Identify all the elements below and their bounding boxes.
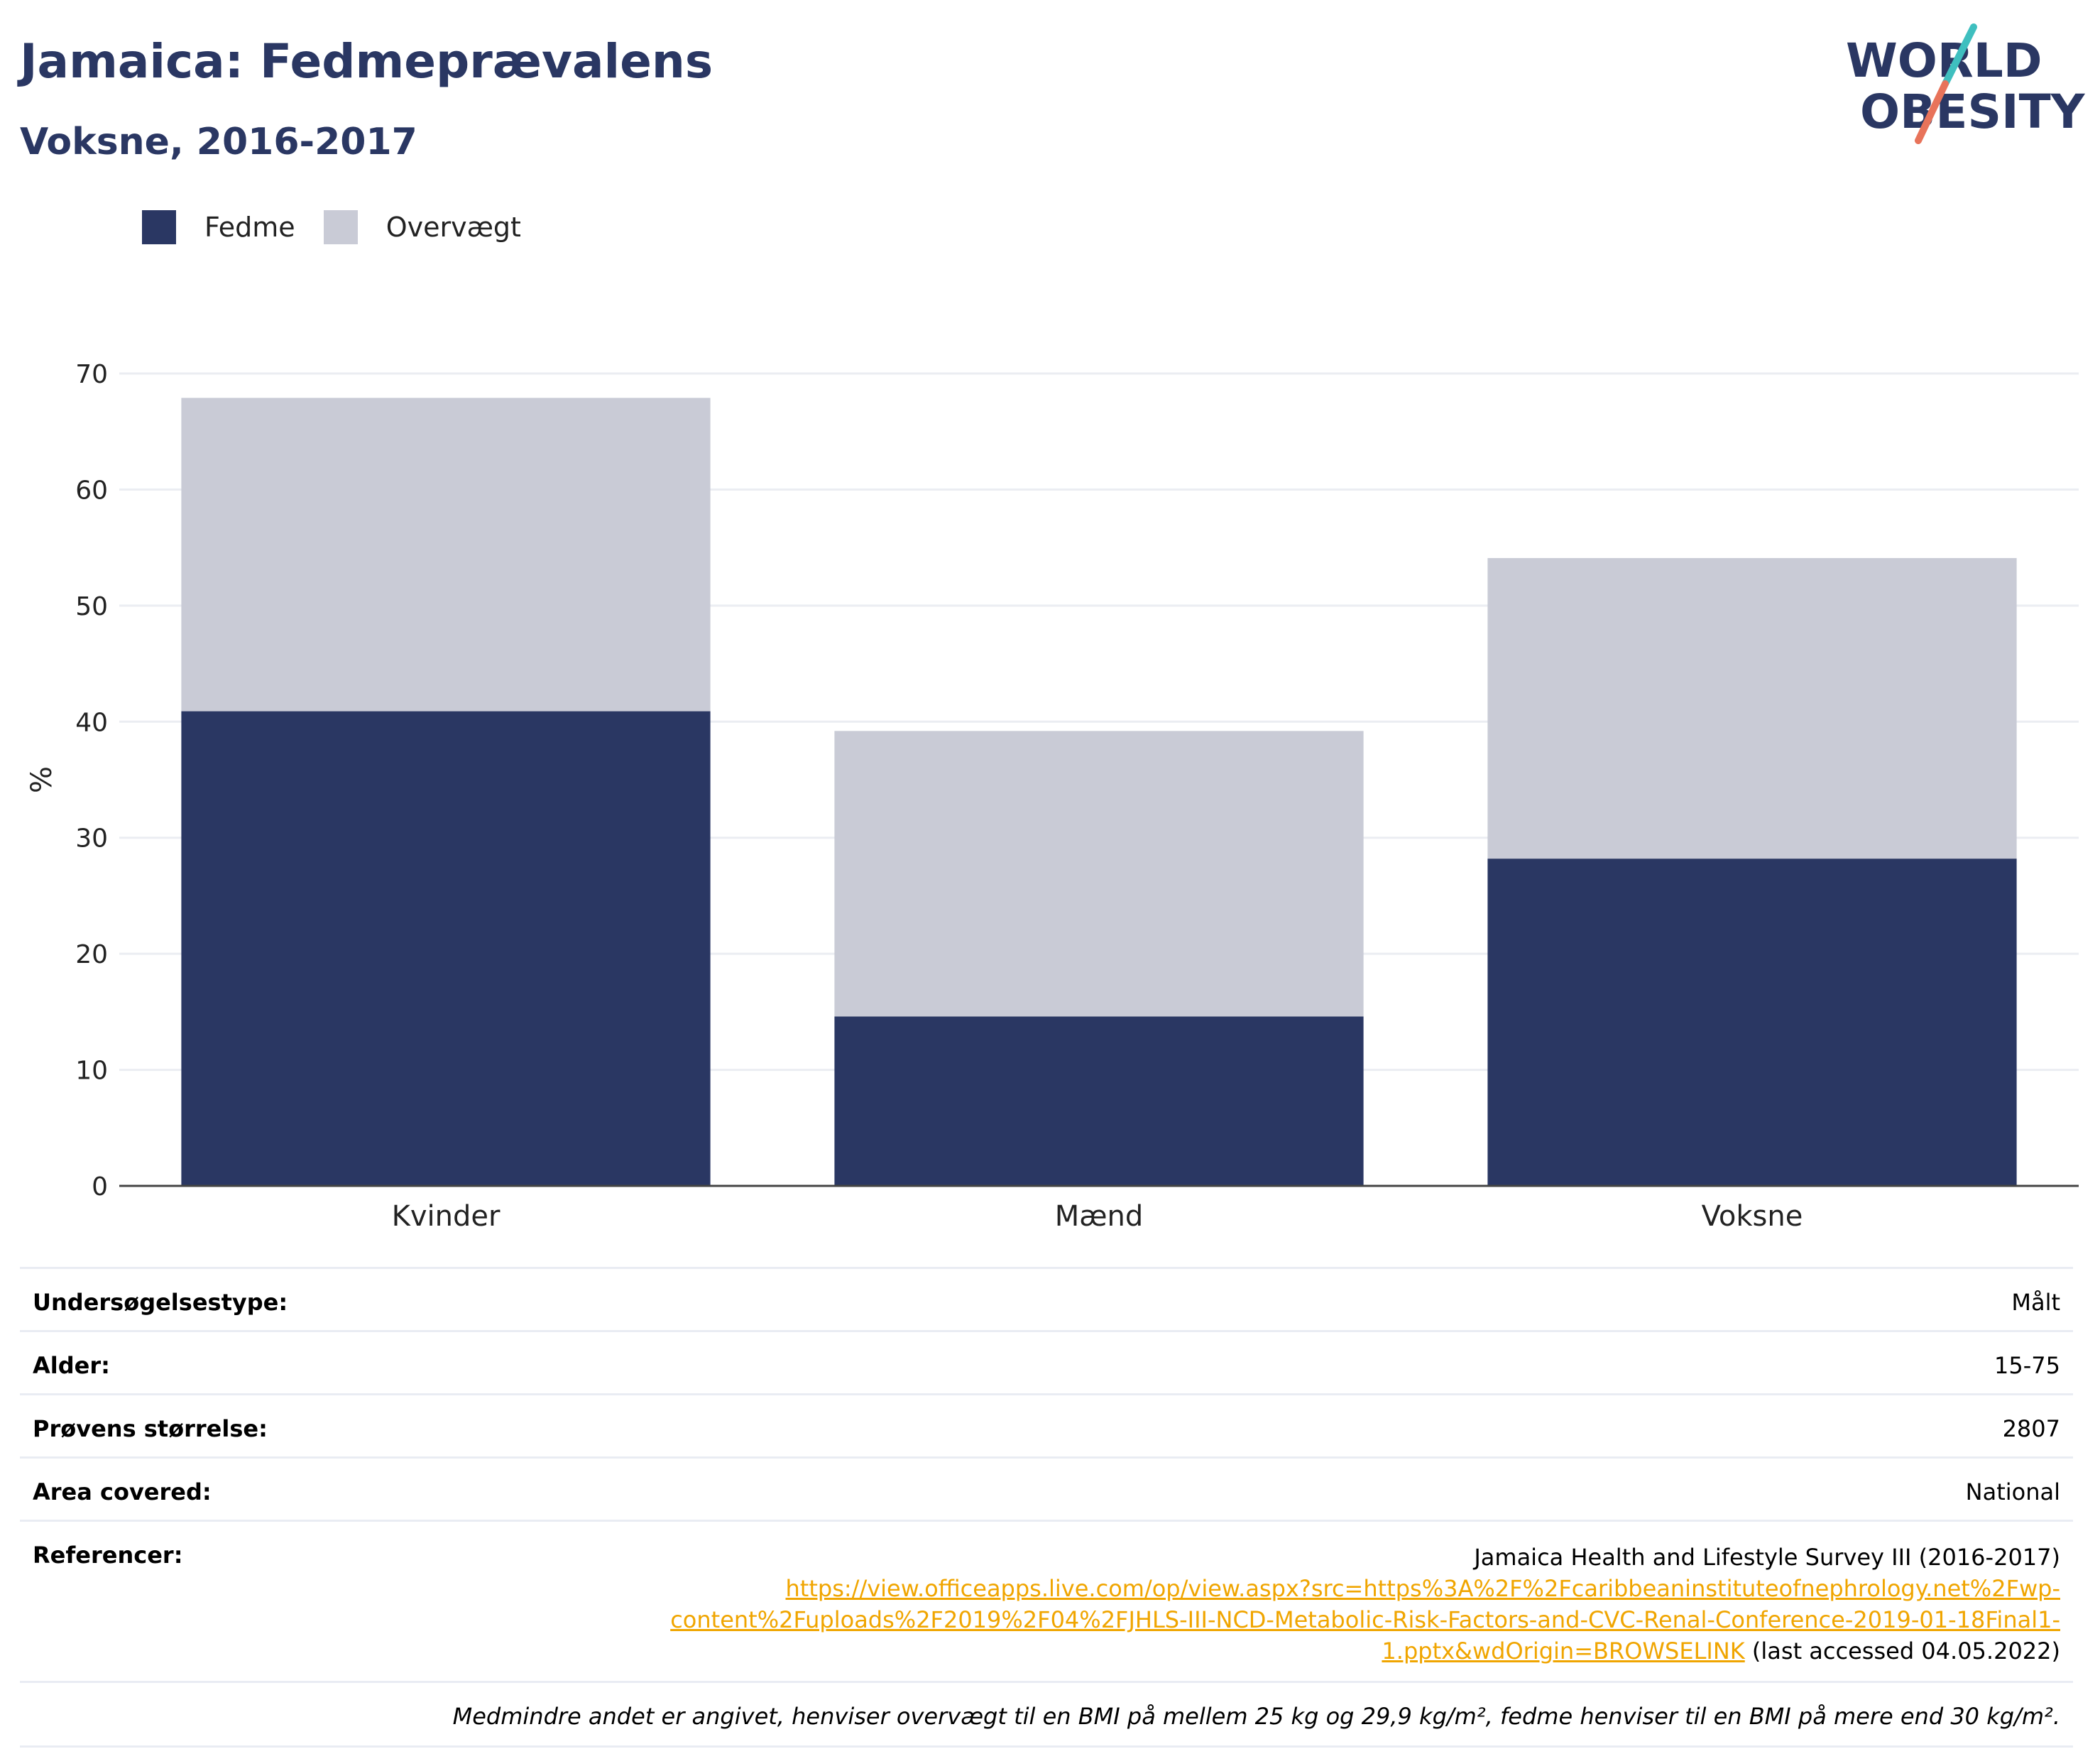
area-label: Area covered:: [33, 1478, 212, 1505]
details-row-sample-size: Prøvens størrelse: 2807: [20, 1393, 2073, 1456]
logo-slash-top: [1942, 23, 1977, 87]
references-label: Referencer:: [33, 1542, 183, 1569]
age-label: Alder:: [33, 1352, 110, 1379]
bar-overvaegt: [834, 731, 1364, 1017]
bar-overvaegt: [181, 398, 711, 712]
y-tick-label: 0: [92, 1172, 108, 1202]
details-row-survey-type: Undersøgelsestype: Målt: [20, 1267, 2073, 1330]
details-row-area: Area covered: National: [20, 1456, 2073, 1520]
bar-fedme: [181, 711, 711, 1186]
age-value: 15-75: [1994, 1352, 2060, 1379]
survey-details-table: Undersøgelsestype: Målt Alder: 15-75 Prø…: [20, 1267, 2073, 1748]
world-obesity-logo: WORLD OBESITY: [1846, 23, 2086, 144]
y-tick-label: 20: [75, 940, 108, 969]
references-link-part-3[interactable]: 1.pptx&wdOrigin=BROWSELINK: [1382, 1638, 1745, 1664]
details-row-references: Referencer: Jamaica Health and Lifestyle…: [20, 1520, 2073, 1681]
legend-label-fedme: Fedme: [204, 212, 295, 243]
y-tick-label: 70: [75, 360, 108, 389]
x-tick-label: Mænd: [1055, 1200, 1144, 1228]
y-tick-label: 10: [75, 1057, 108, 1086]
y-tick-label: 50: [75, 592, 108, 621]
y-axis-label: %: [26, 766, 58, 793]
y-tick-label: 40: [75, 708, 108, 737]
references-accessed: (last accessed 04.05.2022): [1744, 1638, 2060, 1664]
sample-size-label: Prøvens størrelse:: [33, 1415, 268, 1442]
bmi-definition-note: Medmindre andet er angivet, henviser ove…: [20, 1681, 2073, 1748]
x-tick-label: Kvinder: [392, 1200, 501, 1228]
chart-legend: Fedme Overvægt: [142, 210, 549, 244]
bar-overvaegt: [1487, 557, 2017, 859]
legend-item-fedme[interactable]: Fedme: [142, 210, 295, 244]
legend-item-overvaegt[interactable]: Overvægt: [323, 210, 521, 244]
survey-type-value: Målt: [2011, 1289, 2060, 1316]
y-tick-label: 30: [75, 824, 108, 854]
references-source: Jamaica Health and Lifestyle Survey III …: [1474, 1544, 2060, 1571]
bar-fedme: [1487, 859, 2017, 1186]
page-subtitle: Voksne, 2016-2017: [20, 121, 417, 163]
legend-swatch-overvaegt: [323, 210, 358, 244]
stacked-bar-chart: 0 10 20 30 40 50 60 70% Kvinder Mænd Voksne: [26, 360, 2079, 1228]
logo-slash-bottom: [1915, 80, 1949, 144]
references-link-part-1[interactable]: https://view.officeapps.live.com/op/view…: [785, 1575, 2060, 1602]
bar-fedme: [834, 1016, 1364, 1186]
survey-type-label: Undersøgelsestype:: [33, 1289, 288, 1316]
references-value: Jamaica Health and Lifestyle Survey III …: [670, 1542, 2060, 1667]
details-row-age: Alder: 15-75: [20, 1330, 2073, 1393]
legend-label-overvaegt: Overvægt: [385, 212, 521, 243]
area-value: National: [1965, 1478, 2060, 1505]
y-tick-label: 60: [75, 476, 108, 505]
legend-swatch-fedme: [142, 210, 176, 244]
page-title: Jamaica: Fedmeprævalens: [20, 34, 713, 89]
sample-size-value: 2807: [2002, 1415, 2060, 1442]
x-tick-label: Voksne: [1702, 1200, 1803, 1228]
logo-text-obesity: OBESITY: [1860, 85, 2086, 139]
references-link-part-2[interactable]: content%2Fuploads%2F2019%2F04%2FJHLS-III…: [670, 1606, 2060, 1633]
